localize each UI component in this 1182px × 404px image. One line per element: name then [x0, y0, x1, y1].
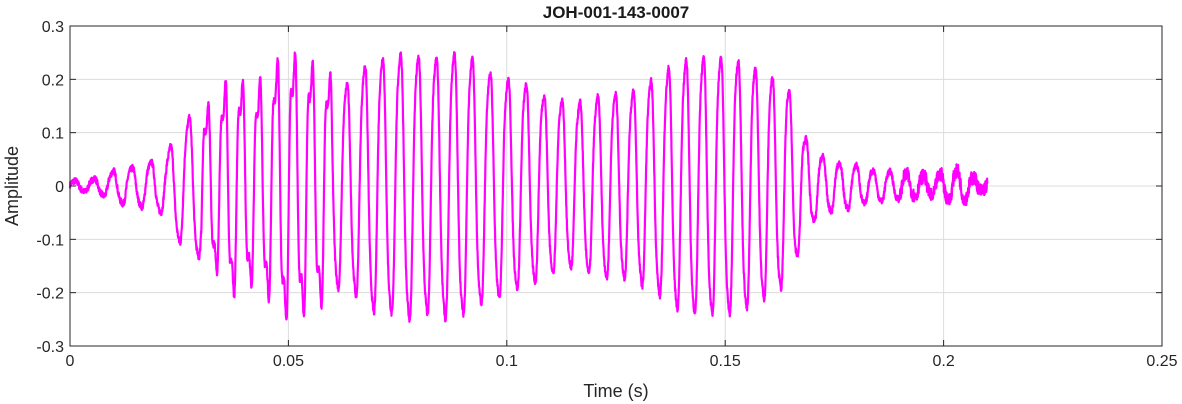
y-tick-label: -0.3: [36, 339, 64, 356]
chart-title: JOH-001-143-0007: [543, 3, 689, 22]
y-tick-label: 0.2: [42, 72, 64, 89]
waveform-line: [68, 51, 989, 323]
plot-area: [68, 51, 989, 323]
x-tick-label: 0: [66, 353, 75, 370]
x-tick-label: 0.15: [710, 353, 741, 370]
y-tick-label: -0.1: [36, 232, 64, 249]
y-tick-label: 0.3: [42, 19, 64, 36]
x-tick-label: 0.1: [496, 353, 518, 370]
y-tick-label: -0.2: [36, 286, 64, 303]
x-tick-labels: 0 0.05 0.1 0.15 0.2 0.25: [66, 26, 1178, 370]
y-tick-label: 0: [55, 179, 64, 196]
x-tick-label: 0.25: [1146, 353, 1177, 370]
y-tick-label: 0.1: [42, 126, 64, 143]
y-axis-label: Amplitude: [2, 146, 22, 226]
x-axis-label: Time (s): [583, 381, 648, 401]
x-tick-label: 0.05: [273, 353, 304, 370]
x-tick-label: 0.2: [932, 353, 954, 370]
y-tick-labels: -0.3 -0.2 -0.1 0 0.1 0.2 0.3: [36, 19, 1162, 356]
